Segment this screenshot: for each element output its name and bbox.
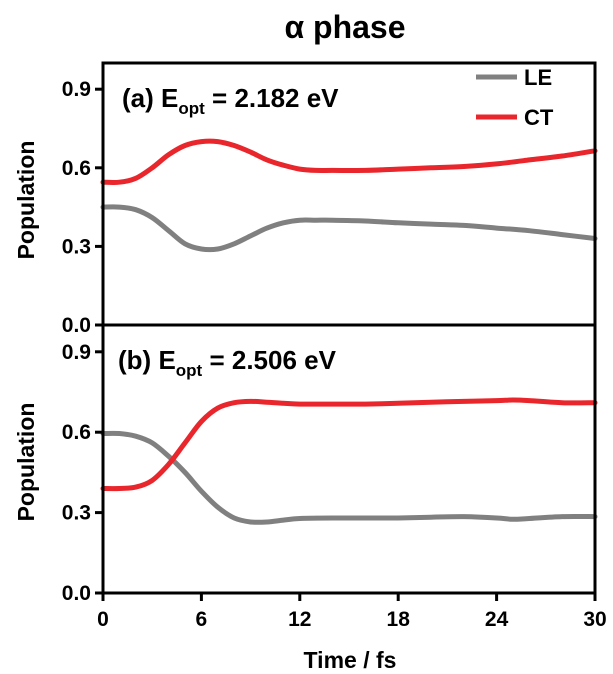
x-axis-title: Time / fs bbox=[304, 647, 397, 673]
panel-a-y-tick-label: 0.9 bbox=[62, 78, 91, 101]
title-text: phase bbox=[304, 9, 405, 45]
panel-b-y-tick-label: 0.0 bbox=[62, 582, 91, 605]
panel-a-plot-area bbox=[100, 138, 598, 253]
x-tick-label: 12 bbox=[288, 608, 311, 631]
title-alpha-symbol: α bbox=[284, 9, 304, 45]
panel-b-y-tick-label: 0.3 bbox=[62, 502, 91, 525]
legend-label-ct: CT bbox=[524, 105, 554, 130]
panel-a-label: (a) bbox=[122, 83, 154, 113]
panel-a-y-ticks: 0.0 0.3 0.6 0.9 bbox=[62, 78, 103, 337]
panel-a-energy-value: = 2.182 eV bbox=[212, 83, 339, 113]
panel-b-frame bbox=[101, 323, 597, 595]
panel-a-energy-sub: opt bbox=[178, 99, 205, 118]
panel-b-series-le bbox=[100, 430, 598, 525]
panel-b-y-axis-title: Population bbox=[13, 403, 39, 522]
panel-a-y-tick-label: 0.3 bbox=[62, 235, 91, 258]
x-tick-label: 6 bbox=[196, 608, 208, 631]
panel-a-series-ct bbox=[100, 138, 598, 186]
panel-b-annotation: (b) Eopt = 2.506 eV bbox=[118, 345, 337, 380]
x-tick-label: 30 bbox=[583, 608, 606, 631]
panel-a: 0.0 0.3 0.6 0.9 Population (a) Eopt = 2.182… bbox=[13, 65, 598, 337]
legend: LE CT bbox=[476, 65, 554, 130]
panel-a-series-le bbox=[100, 204, 598, 253]
panel-a-y-tick-label: 0.0 bbox=[62, 314, 91, 337]
x-tick-label: 0 bbox=[97, 608, 109, 631]
x-tick-label: 24 bbox=[485, 608, 509, 631]
panel-a-y-axis-title: Population bbox=[13, 141, 39, 260]
panel-b-y-tick-label: 0.9 bbox=[62, 341, 91, 364]
panel-b-energy-var: E bbox=[158, 345, 175, 375]
panel-b-series-ct bbox=[100, 397, 598, 492]
panel-b-label: (b) bbox=[118, 345, 151, 375]
panel-b-energy-sub: opt bbox=[176, 361, 203, 380]
x-ticks: 0 6 12 18 24 30 bbox=[97, 593, 607, 631]
panel-b-energy-value: = 2.506 eV bbox=[209, 345, 336, 375]
panel-b-y-tick-label: 0.6 bbox=[62, 421, 91, 444]
panel-b-plot-area bbox=[100, 397, 598, 525]
panel-a-annotation: (a) Eopt = 2.182 eV bbox=[122, 83, 339, 118]
panel-a-y-tick-label: 0.6 bbox=[62, 157, 91, 180]
panel-a-energy-var: E bbox=[161, 83, 178, 113]
panel-b: 0.0 0.3 0.6 0.9 Population (b) Eopt = 2.506… bbox=[13, 341, 598, 605]
panel-b-y-ticks: 0.0 0.3 0.6 0.9 bbox=[62, 341, 103, 605]
legend-label-le: LE bbox=[524, 65, 552, 90]
figure-title: α phase bbox=[284, 9, 405, 45]
x-tick-label: 18 bbox=[387, 608, 411, 631]
